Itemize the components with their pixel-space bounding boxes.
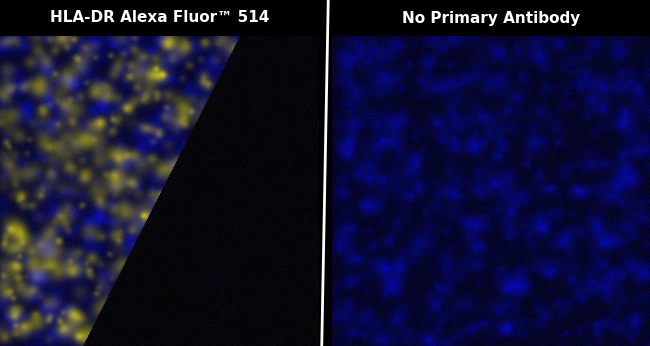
Text: No Primary Antibody: No Primary Antibody <box>402 10 580 26</box>
Text: HLA-DR Alexa Fluor™ 514: HLA-DR Alexa Fluor™ 514 <box>49 10 269 26</box>
